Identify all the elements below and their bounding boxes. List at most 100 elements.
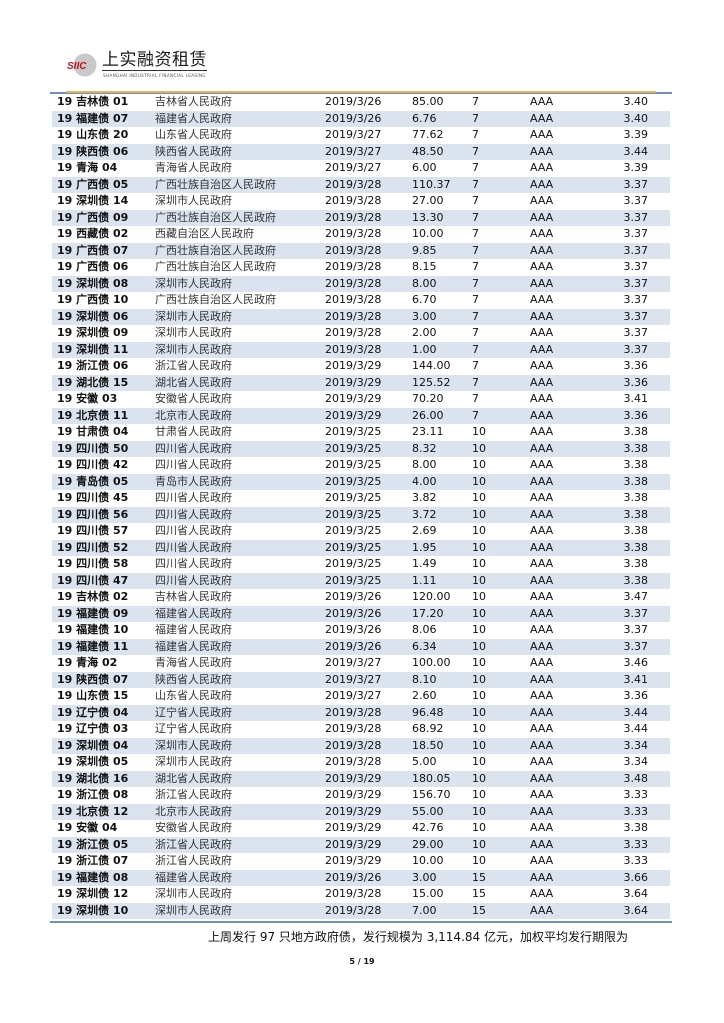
- coupon-rate-cell: 3.37: [623, 177, 649, 191]
- issuer-cell: 深圳市人民政府: [155, 309, 232, 323]
- issue-date-cell: 2019/3/29: [325, 408, 382, 422]
- rating-cell: AAA: [530, 540, 554, 554]
- issuer-cell: 深圳市人民政府: [155, 326, 232, 339]
- issue-amount-cell: 3.00: [412, 870, 437, 884]
- issuer-cell: 深圳市人民政府: [155, 276, 232, 290]
- table-row: 19 山东债 20 山东省人民政府 2019/3/27 77.62 7 AAA 3.39: [52, 127, 670, 144]
- term-years-cell: 7: [472, 392, 479, 405]
- table-row: 19 浙江债 08 浙江省人民政府 2019/3/29 156.70 10 AAA 3.33: [52, 787, 670, 804]
- issuer-cell: 福建省人民政府: [155, 606, 232, 620]
- issuer-cell: 辽宁省人民政府: [155, 705, 232, 719]
- coupon-rate-cell: 3.41: [623, 392, 649, 405]
- term-years-cell: 10: [472, 837, 486, 851]
- table-row: 19 广西债 09 广西壮族自治区人民政府 2019/3/28 13.30 7 AAA 3.…: [52, 209, 670, 226]
- coupon-rate-cell: 3.38: [623, 441, 649, 455]
- coupon-rate-cell: 3.36: [623, 689, 649, 702]
- table-row: 19 四川债 57 四川省人民政府 2019/3/25 2.69 10 AAA 3.38: [52, 523, 670, 540]
- issuer-cell: 青岛市人民政府: [155, 474, 232, 488]
- coupon-rate-cell: 3.40: [623, 111, 649, 125]
- rating-cell: AAA: [530, 194, 554, 207]
- issue-date-cell: 2019/3/25: [325, 524, 382, 537]
- header-rule-accent: [66, 91, 656, 93]
- bond-name-cell: 19 广西债 05: [57, 177, 129, 191]
- coupon-rate-cell: 3.64: [623, 887, 649, 900]
- issue-date-cell: 2019/3/26: [325, 623, 382, 636]
- issuer-cell: 四川省人民政府: [155, 458, 232, 471]
- term-years-cell: 10: [472, 441, 486, 455]
- term-years-cell: 7: [472, 194, 479, 207]
- table-row: 19 福建债 07 福建省人民政府 2019/3/26 6.76 7 AAA 3.40: [52, 110, 670, 127]
- issue-date-cell: 2019/3/26: [325, 590, 382, 603]
- coupon-rate-cell: 3.33: [623, 804, 649, 818]
- rating-cell: AAA: [530, 408, 554, 422]
- issue-amount-cell: 55.00: [412, 804, 444, 818]
- term-years-cell: 10: [472, 590, 486, 603]
- coupon-rate-cell: 3.36: [623, 408, 649, 422]
- issuer-cell: 广西壮族自治区人民政府: [155, 260, 276, 273]
- term-years-cell: 7: [472, 293, 479, 306]
- bond-name-cell: 19 山东债 20: [57, 128, 129, 141]
- issue-amount-cell: 6.76: [412, 111, 437, 125]
- bond-name-cell: 19 深圳债 12: [57, 887, 129, 900]
- rating-cell: AAA: [530, 788, 554, 801]
- bond-name-cell: 19 深圳债 14: [57, 194, 129, 207]
- coupon-rate-cell: 3.37: [623, 210, 649, 224]
- bond-name-cell: 19 四川债 42: [57, 458, 129, 471]
- table-row: 19 深圳债 09 深圳市人民政府 2019/3/28 2.00 7 AAA 3.37: [52, 325, 670, 342]
- issue-amount-cell: 10.00: [412, 227, 444, 240]
- table-row: 19 深圳债 12 深圳市人民政府 2019/3/28 15.00 15 AAA 3.64: [52, 886, 670, 903]
- bond-name-cell: 19 福建债 08: [57, 870, 129, 884]
- issuer-cell: 浙江省人民政府: [155, 788, 232, 801]
- issue-date-cell: 2019/3/27: [325, 656, 382, 669]
- issuer-cell: 浙江省人民政府: [155, 359, 232, 372]
- coupon-rate-cell: 3.33: [623, 788, 649, 801]
- rating-cell: AAA: [530, 689, 554, 702]
- bond-name-cell: 19 北京债 12: [57, 804, 129, 818]
- bond-name-cell: 19 湖北债 15: [57, 375, 129, 389]
- issue-amount-cell: 1.11: [412, 573, 437, 587]
- coupon-rate-cell: 3.37: [623, 243, 649, 257]
- table-row: 19 陕西债 06 陕西省人民政府 2019/3/27 48.50 7 AAA 3.44: [52, 143, 670, 160]
- coupon-rate-cell: 3.38: [623, 458, 649, 471]
- summary-paragraph: 上周发行 97 只地方政府债，发行规模为 3,114.84 亿元，加权平均发行期…: [208, 930, 628, 944]
- rating-cell: AAA: [530, 573, 554, 587]
- issuer-cell: 青海省人民政府: [155, 161, 232, 174]
- table-row: 19 吉林债 02 吉林省人民政府 2019/3/26 120.00 10 AAA 3.47: [52, 589, 670, 606]
- issuer-cell: 浙江省人民政府: [155, 854, 232, 867]
- term-years-cell: 10: [472, 507, 486, 521]
- bond-name-cell: 19 西藏债 02: [57, 227, 129, 240]
- issue-date-cell: 2019/3/28: [325, 903, 382, 917]
- coupon-rate-cell: 3.37: [623, 342, 649, 356]
- table-row: 19 四川债 45 四川省人民政府 2019/3/25 3.82 10 AAA 3.38: [52, 490, 670, 507]
- issuer-cell: 四川省人民政府: [155, 573, 232, 587]
- issue-date-cell: 2019/3/27: [325, 128, 382, 141]
- coupon-rate-cell: 3.37: [623, 293, 649, 306]
- table-bottom-rule: [50, 921, 672, 923]
- table-row: 19 辽宁债 04 辽宁省人民政府 2019/3/28 96.48 10 AAA 3.44: [52, 704, 670, 721]
- issue-date-cell: 2019/3/27: [325, 672, 382, 686]
- bond-name-cell: 19 四川债 47: [57, 573, 129, 587]
- table-row: 19 广西债 05 广西壮族自治区人民政府 2019/3/28 110.37 7 AAA 3…: [52, 176, 670, 193]
- bond-name-cell: 19 山东债 15: [57, 689, 129, 702]
- issue-amount-cell: 5.00: [412, 755, 437, 768]
- table-row: 19 福建债 10 福建省人民政府 2019/3/26 8.06 10 AAA 3.37: [52, 622, 670, 639]
- issue-date-cell: 2019/3/25: [325, 474, 382, 488]
- issuer-cell: 四川省人民政府: [155, 507, 232, 521]
- issue-date-cell: 2019/3/28: [325, 177, 382, 191]
- issue-amount-cell: 100.00: [412, 656, 451, 669]
- bond-name-cell: 19 青海 04: [57, 161, 118, 174]
- rating-cell: AAA: [530, 491, 554, 504]
- bond-name-cell: 19 安徽 04: [57, 821, 118, 834]
- issuer-cell: 广西壮族自治区人民政府: [155, 243, 276, 257]
- issue-date-cell: 2019/3/28: [325, 260, 382, 273]
- term-years-cell: 10: [472, 557, 486, 570]
- issuer-cell: 浙江省人民政府: [155, 837, 232, 851]
- table-row: 19 广西债 06 广西壮族自治区人民政府 2019/3/28 8.15 7 AAA 3.3…: [52, 259, 670, 276]
- table-row: 19 湖北债 16 湖北省人民政府 2019/3/29 180.05 10 AAA 3.48: [52, 770, 670, 787]
- table-row: 19 吉林债 01 吉林省人民政府 2019/3/26 85.00 7 AAA 3.40: [52, 94, 670, 111]
- bond-name-cell: 19 福建债 07: [57, 111, 129, 125]
- issue-date-cell: 2019/3/27: [325, 144, 382, 158]
- table-row: 19 福建债 09 福建省人民政府 2019/3/26 17.20 10 AAA 3.37: [52, 605, 670, 622]
- bond-name-cell: 19 深圳债 09: [57, 326, 129, 339]
- issuer-cell: 深圳市人民政府: [155, 738, 232, 752]
